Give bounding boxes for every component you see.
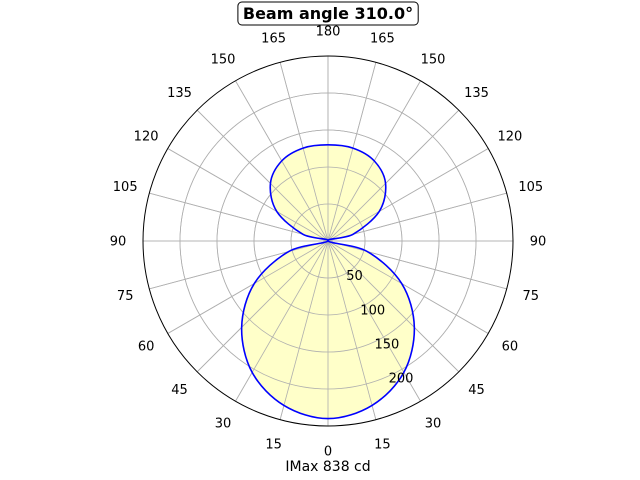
angle-tick-label: 165 — [370, 32, 395, 47]
angular-grid-line — [327, 240, 377, 420]
angular-grid-line — [149, 240, 329, 290]
angle-tick-label: 135 — [464, 86, 489, 101]
angle-tick-label: 105 — [518, 180, 543, 195]
angle-tick-label: 30 — [425, 416, 442, 431]
angle-tick-label: 75 — [523, 289, 540, 304]
angle-tick-labels: 0 15 30 45 60 75 90 105 120 135 150 165 180 165 150 135… — [110, 25, 547, 460]
angle-tick-label: 105 — [113, 180, 138, 195]
angle-tick-label: 45 — [171, 383, 188, 398]
angular-grid-line — [279, 62, 329, 242]
polar-frame — [142, 55, 514, 427]
intensity-curve — [240, 143, 416, 420]
angle-tick-label: 75 — [117, 289, 134, 304]
angle-tick-label: 150 — [211, 53, 236, 68]
angle-tick-label: 120 — [134, 130, 159, 145]
angular-grid-line — [149, 192, 329, 242]
angle-tick-label: 60 — [138, 340, 155, 355]
angular-grid-line — [327, 240, 489, 334]
radial-tick-label: 50 — [346, 269, 363, 284]
angle-tick-label: 150 — [421, 53, 446, 68]
angular-grid-line — [327, 240, 460, 373]
angle-tick-label: 15 — [265, 437, 282, 452]
angular-grid-line — [327, 148, 489, 242]
radial-tick-labels: 50 100 150 200 — [346, 269, 413, 387]
angular-grid-line — [235, 240, 329, 402]
x-axis-label: IMax 838 cd — [285, 459, 370, 475]
radial-tick-label: 200 — [389, 372, 414, 387]
angle-tick-label: 180 — [316, 25, 341, 40]
angular-grid-line — [327, 240, 421, 402]
angular-grid-line — [167, 240, 329, 334]
angle-tick-label: 60 — [502, 340, 519, 355]
title-box — [237, 1, 419, 26]
angular-grid-line — [196, 109, 329, 242]
radial-tick-label: 100 — [360, 303, 385, 318]
angular-grid-line — [327, 240, 507, 290]
angular-grid-line — [279, 240, 329, 420]
angle-tick-label: 90 — [530, 235, 547, 250]
radial-tick-label: 150 — [375, 338, 400, 353]
angular-grid-line — [327, 109, 460, 242]
angle-tick-label: 15 — [374, 437, 391, 452]
angle-tick-label: 135 — [167, 86, 192, 101]
angle-tick-label: 90 — [110, 235, 127, 250]
angular-grid-line — [327, 192, 507, 242]
angle-tick-label: 0 — [324, 445, 332, 460]
angular-grid-line — [327, 62, 377, 242]
data-layer — [143, 56, 513, 426]
angle-tick-label: 30 — [215, 416, 232, 431]
angular-grid-line — [167, 148, 329, 242]
angular-grid-line — [196, 240, 329, 373]
chart-title-box: Beam angle 310.0° — [237, 1, 419, 26]
angle-tick-label: 45 — [468, 383, 485, 398]
chart-title: Beam angle 310.0° — [243, 4, 413, 23]
angle-tick-label: 165 — [261, 32, 286, 47]
angle-tick-label: 120 — [497, 130, 522, 145]
